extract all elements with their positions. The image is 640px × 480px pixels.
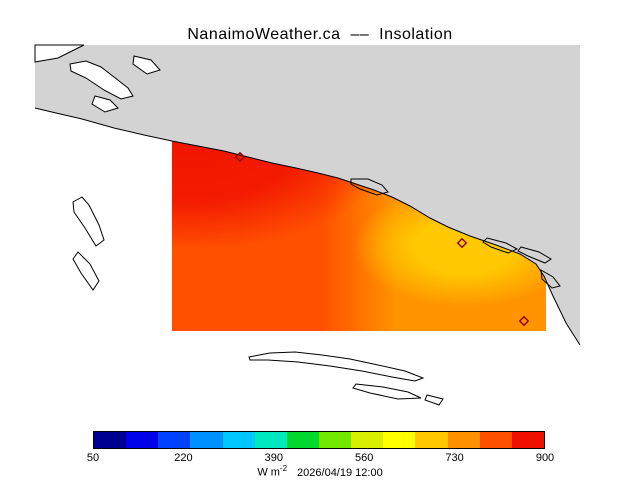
colorbar-tick-label: 900 — [535, 452, 555, 464]
colorbar — [93, 431, 545, 449]
island — [72, 251, 100, 291]
island — [424, 394, 444, 406]
figure-title: NanaimoWeather.ca –– Insolation — [187, 26, 453, 43]
colorbar-ticks: 50 220 390 560 730 900 — [87, 452, 554, 464]
island-outline — [350, 178, 389, 196]
station-markers — [234, 151, 530, 327]
station-marker-diamond — [234, 151, 246, 163]
island-outline — [517, 246, 552, 264]
island-outline — [482, 237, 519, 254]
mainland-landmass — [35, 45, 580, 345]
colorbar-segment — [222, 432, 255, 448]
unit-exponent: -2 — [279, 464, 288, 473]
colorbar-segment — [479, 432, 512, 448]
colorbar-tick-label: 730 — [445, 452, 464, 464]
timestamp: 2026/04/19 12:00 — [297, 466, 383, 479]
coastline — [34, 107, 581, 346]
island — [69, 60, 134, 100]
colorbar-tick-label: 560 — [355, 452, 374, 464]
island — [132, 55, 161, 75]
island — [34, 44, 85, 63]
colorbar-segment — [158, 432, 191, 448]
colorbar-segment — [415, 432, 448, 448]
island-outline — [540, 269, 561, 289]
colorbar-segment — [447, 432, 480, 448]
colorbar-segment — [286, 432, 319, 448]
colorbar-tick-label: 220 — [174, 452, 193, 464]
colorbar-tick-label: 390 — [264, 452, 283, 464]
colorbar-segment — [126, 432, 159, 448]
island — [72, 196, 105, 247]
colorbar-segment — [94, 432, 127, 448]
colorbar-tick-label: 50 — [86, 452, 100, 464]
colorbar-segment — [351, 432, 384, 448]
island — [248, 351, 425, 382]
station-marker-diamond — [518, 315, 530, 327]
station-marker-diamond — [456, 237, 468, 249]
colorbar-segment — [254, 432, 287, 448]
colorbar-segment — [511, 432, 544, 448]
island — [352, 383, 422, 400]
island — [91, 95, 119, 113]
colorbar-caption: W m-2 2026/04/19 12:00 — [0, 464, 640, 479]
colorbar-segment — [383, 432, 416, 448]
colorbar-segment — [318, 432, 352, 448]
unit-label: W m — [257, 466, 280, 479]
colorbar-segment — [190, 432, 223, 448]
